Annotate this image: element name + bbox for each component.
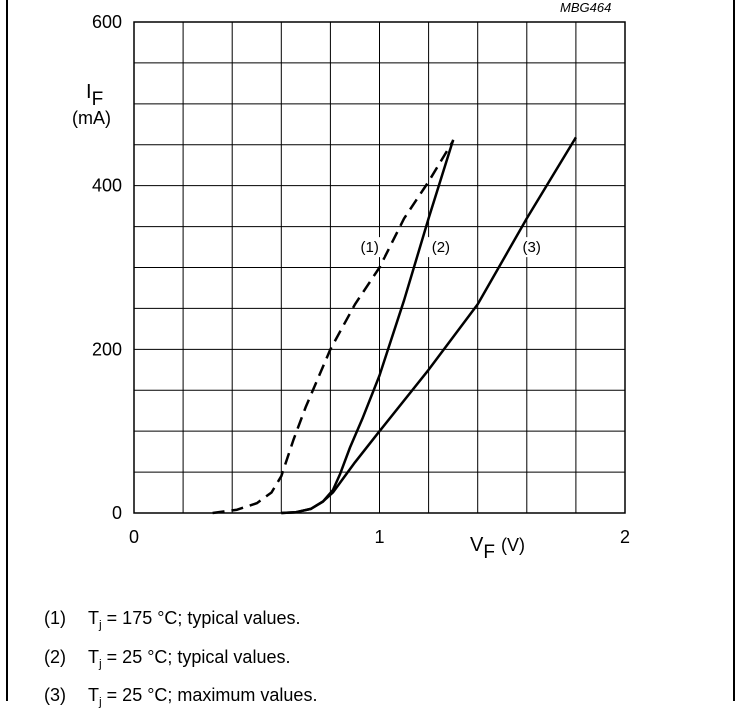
y-tick-label: 600 xyxy=(92,12,122,32)
series-lines xyxy=(212,136,577,515)
series-line-2 xyxy=(281,139,455,515)
y-axis-sub: F xyxy=(92,89,104,110)
series-line-3 xyxy=(281,136,577,515)
legend-symbol: T xyxy=(88,608,99,628)
legend-number: (1) xyxy=(44,608,66,628)
legend-description: = 25 °C; maximum values. xyxy=(101,685,318,706)
x-tick-label: 1 xyxy=(374,527,384,547)
y-tick-label: 0 xyxy=(112,503,122,523)
series-labels: (1) (2) (3) xyxy=(355,237,546,258)
legend-text: Tj = 175 °C; typical values. xyxy=(88,602,300,641)
figure-reference: MBG464 xyxy=(560,0,612,15)
x-tick-label: 0 xyxy=(129,527,139,547)
legend-item: (2) Tj = 25 °C; typical values. xyxy=(44,641,317,680)
y-axis-unit: (mA) xyxy=(72,108,111,128)
x-axis-title: VF (V) xyxy=(470,534,525,563)
legend-number: (3) xyxy=(44,685,66,706)
legend-text: Tj = 25 °C; typical values. xyxy=(88,641,290,680)
legend-subscript: j xyxy=(99,656,102,671)
legend-symbol: T xyxy=(88,646,99,667)
legend-subscript: j xyxy=(99,617,102,632)
legend-number: (2) xyxy=(44,646,66,667)
x-axis-main: V xyxy=(470,534,484,556)
page-border-right xyxy=(733,0,735,701)
legend-item: (3) Tj = 25 °C; maximum values. xyxy=(44,679,317,718)
x-tick-label: 2 xyxy=(620,527,630,547)
series-label: (3) xyxy=(523,239,541,256)
x-axis-sub: F xyxy=(483,542,495,563)
legend-symbol: T xyxy=(88,685,99,706)
series-label-bg xyxy=(517,237,546,258)
series-label-bg xyxy=(426,237,455,258)
page-border-left xyxy=(6,0,8,701)
tick-labels: 0 1 2 0 200 400 600 xyxy=(92,12,630,547)
series-label: (2) xyxy=(432,239,450,256)
axis-titles: IF (mA) VF (V) xyxy=(72,81,525,563)
series-label: (1) xyxy=(361,239,379,256)
legend-item: (1) Tj = 175 °C; typical values. xyxy=(44,602,317,641)
y-tick-label: 200 xyxy=(92,339,122,359)
y-axis-title: IF xyxy=(86,81,103,110)
series-line-1 xyxy=(212,140,455,515)
legend-description: = 25 °C; typical values. xyxy=(101,646,291,667)
y-tick-label: 400 xyxy=(92,176,122,196)
legend-description: = 175 °C; typical values. xyxy=(101,608,301,628)
series-label-bg xyxy=(355,237,384,258)
plot-border xyxy=(133,21,626,514)
y-axis-main: I xyxy=(86,81,92,103)
legend-text: Tj = 25 °C; maximum values. xyxy=(88,679,317,718)
legend: (1) Tj = 175 °C; typical values. (2) Tj … xyxy=(44,602,317,718)
x-axis-unit: (V) xyxy=(501,535,525,555)
